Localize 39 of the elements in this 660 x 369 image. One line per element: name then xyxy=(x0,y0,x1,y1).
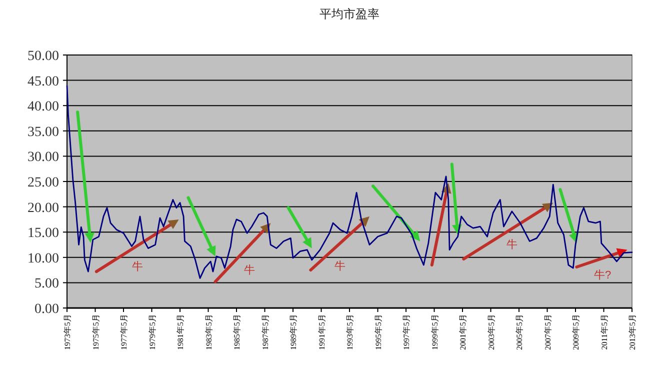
x-tick-label: 1991年5月 xyxy=(317,314,326,350)
annotation: 牛 xyxy=(506,238,518,252)
y-tick-label: 5.00 xyxy=(34,276,59,292)
annotation: 牛? xyxy=(594,268,612,282)
x-tick-label: 2007年5月 xyxy=(543,314,552,350)
y-tick-label: 40.00 xyxy=(28,100,59,115)
x-tick-label: 2005年5月 xyxy=(515,314,524,350)
x-tick-label: 2009年5月 xyxy=(572,314,580,350)
x-tick-label: 1993年5月 xyxy=(346,314,354,350)
y-tick-label: 35.00 xyxy=(28,124,59,140)
y-tick-label: 30.00 xyxy=(28,150,59,166)
x-tick-label: 1999年5月 xyxy=(430,314,440,350)
x-tick-label: 1979年5月 xyxy=(148,314,157,350)
x-tick-label: 1973年5月 xyxy=(63,314,72,350)
x-tick-label: 1987年5月 xyxy=(260,314,270,350)
line-series xyxy=(66,85,633,279)
annotation: 牛 xyxy=(132,260,144,273)
y-tick-label: 0.00 xyxy=(34,302,59,317)
chart-title: 平均市盈率 xyxy=(320,7,380,21)
x-tick-label: 1989年5月 xyxy=(289,314,298,350)
x-tick-label: 1977年5月 xyxy=(120,314,128,350)
x-tick-label: 1985年5月 xyxy=(232,314,242,350)
annotation: 牛 xyxy=(244,264,255,277)
y-tick-label: 10.00 xyxy=(28,251,59,266)
y-tick-label: 45.00 xyxy=(28,74,59,90)
x-tick-label: 2013年5月 xyxy=(628,314,637,350)
x-tick-label: 1975年5月 xyxy=(91,314,100,350)
x-tick-label: 1981年5月 xyxy=(176,314,185,350)
x-tick-label: 1995年5月 xyxy=(374,314,383,350)
y-tick-label: 25.00 xyxy=(28,176,59,190)
x-tick-label: 2003年5月 xyxy=(486,314,496,350)
x-tick-label: 1983年5月 xyxy=(204,314,214,350)
x-tick-label: 2001年5月 xyxy=(458,314,468,350)
annotation: 牛 xyxy=(334,259,346,272)
x-tick-label: 2011年5月 xyxy=(600,314,609,350)
x-tick-label: 1997年5月 xyxy=(402,314,411,350)
y-tick-label: 20.00 xyxy=(28,200,59,216)
y-tick-label: 50.00 xyxy=(28,49,59,64)
y-tick-label: 15.00 xyxy=(28,226,59,242)
